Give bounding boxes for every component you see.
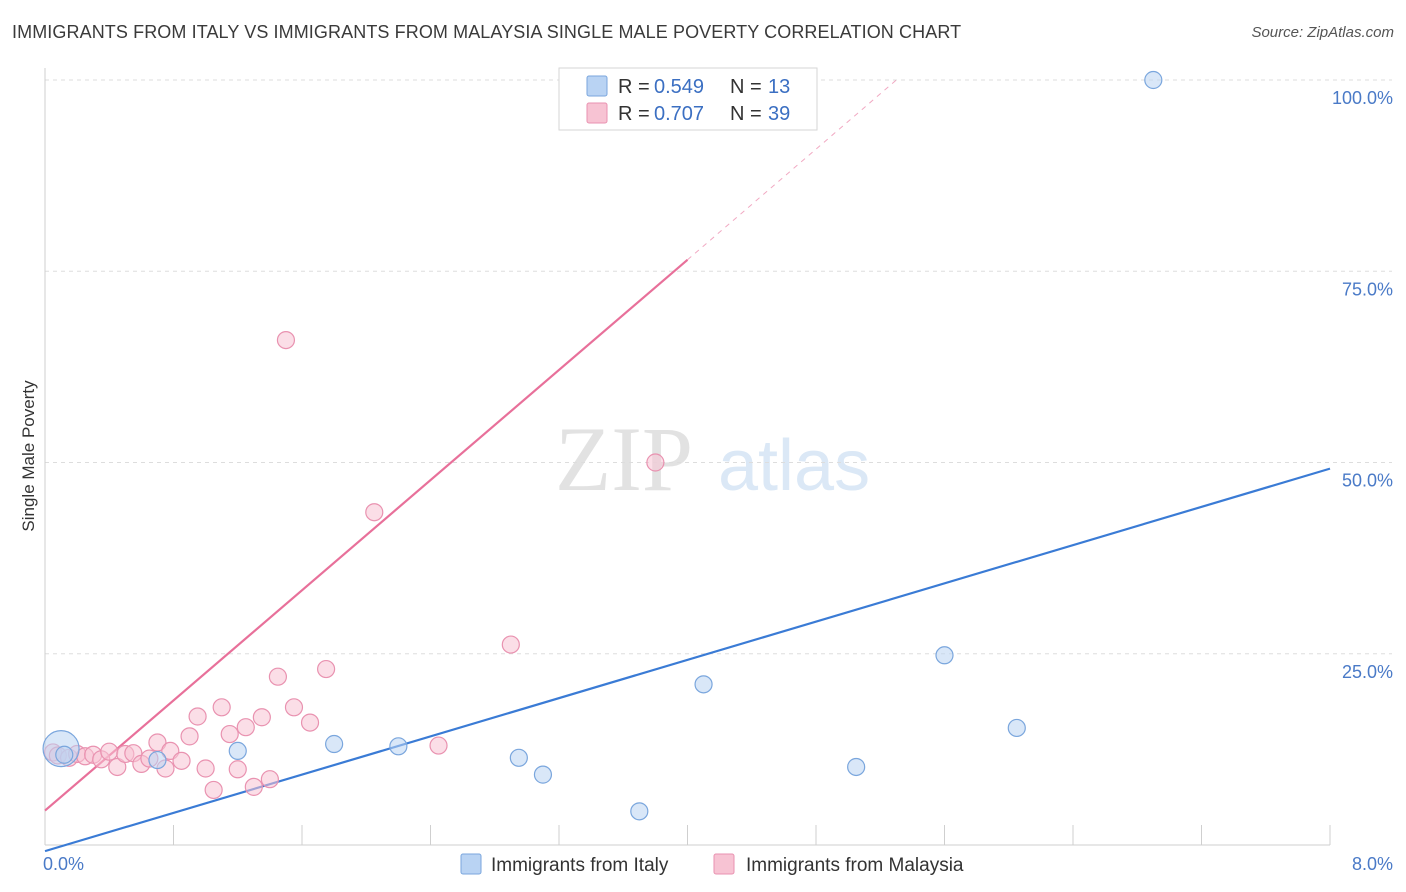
malaysia-point	[260, 770, 279, 789]
italy-point	[1007, 718, 1026, 738]
italy-point	[1144, 70, 1163, 90]
malaysia-point	[284, 698, 304, 717]
trend-line-malaysia	[44, 258, 689, 812]
italy-point	[630, 802, 649, 821]
italy-point	[694, 675, 713, 694]
malaysia-point	[244, 777, 263, 796]
legend-r-label-malaysia: R =	[618, 103, 650, 125]
malaysia-point	[212, 698, 231, 717]
italy-point	[389, 737, 408, 756]
legend-n-label-italy: N =	[730, 76, 762, 98]
malaysia-point	[316, 659, 336, 679]
correlation-legend: R = 0.549 N = 13 R = 0.707 N = 39	[558, 67, 818, 131]
italy-point	[325, 734, 344, 754]
trend-line-italy	[44, 467, 1331, 853]
malaysia-point	[365, 503, 384, 522]
legend-n-label-malaysia: N =	[730, 103, 762, 125]
italy-point	[228, 741, 247, 761]
malaysia-point	[196, 759, 215, 778]
legend-r-value-italy: 0.549	[654, 76, 704, 98]
legend-r-label-italy: R =	[618, 76, 650, 98]
y-tick-label: 100.0%	[1332, 88, 1393, 108]
malaysia-point	[501, 635, 520, 654]
malaysia-point	[268, 667, 288, 686]
malaysia-point	[252, 708, 271, 727]
legend-swatch-malaysia	[586, 102, 608, 124]
watermark-zip: ZIP	[555, 408, 693, 510]
y-tick-label: 50.0%	[1342, 471, 1393, 491]
malaysia-point	[228, 760, 247, 779]
x-tick-labels: 0.0% 8.0%	[43, 854, 1393, 874]
legend-n-value-italy: 13	[768, 76, 790, 98]
data-points	[42, 70, 1163, 821]
bottom-legend-label-malaysia: Immigrants from Malaysia	[746, 855, 964, 876]
malaysia-point	[220, 724, 239, 744]
malaysia-point	[300, 713, 320, 732]
malaysia-point	[204, 780, 223, 800]
malaysia-point	[180, 727, 199, 746]
italy-point	[55, 745, 74, 764]
source-label: Source: ZipAtlas.com	[1251, 24, 1394, 41]
legend-r-value-malaysia: 0.707	[654, 103, 704, 125]
watermark-atlas: atlas	[718, 426, 870, 506]
italy-point	[847, 757, 866, 777]
malaysia-point	[100, 742, 119, 761]
legend-n-value-malaysia: 39	[768, 103, 790, 125]
chart-title: IMMIGRANTS FROM ITALY VS IMMIGRANTS FROM…	[12, 22, 962, 42]
y-tick-label: 25.0%	[1342, 662, 1393, 682]
malaysia-point	[646, 453, 665, 472]
malaysia-point	[108, 757, 127, 777]
series-legend: Immigrants from Italy Immigrants from Ma…	[460, 853, 964, 876]
malaysia-point	[276, 331, 296, 350]
x-tick-label: 8.0%	[1352, 854, 1393, 874]
bottom-legend-swatch-italy	[460, 853, 482, 875]
italy-point	[935, 646, 954, 665]
legend-swatch-italy	[586, 75, 608, 97]
italy-point	[148, 750, 167, 770]
malaysia-point	[172, 751, 191, 770]
italy-point	[509, 748, 528, 767]
y-tick-labels: 25.0% 50.0% 75.0% 100.0%	[1332, 88, 1393, 682]
malaysia-point	[188, 707, 207, 726]
bottom-legend-label-italy: Immigrants from Italy	[491, 855, 669, 876]
x-tick-label: 0.0%	[43, 854, 84, 874]
malaysia-point	[236, 718, 255, 737]
y-tick-label: 75.0%	[1342, 279, 1393, 299]
gridlines	[45, 79, 1392, 655]
watermark: ZIP atlas	[555, 408, 870, 510]
italy-point	[533, 765, 553, 784]
malaysia-point	[429, 736, 448, 755]
y-axis-label: Single Male Poverty	[19, 380, 38, 532]
bottom-legend-swatch-malaysia	[713, 853, 735, 875]
axes	[44, 68, 1331, 846]
